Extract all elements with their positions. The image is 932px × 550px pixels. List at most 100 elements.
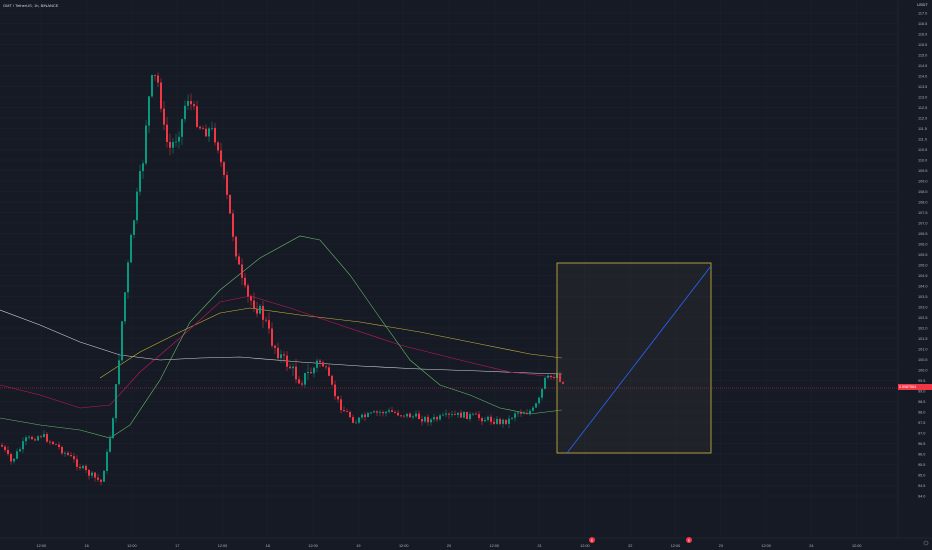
quote-currency-label[interactable]: USDT [917, 2, 928, 7]
candle [523, 410, 525, 415]
candle [319, 358, 321, 368]
candle [64, 450, 66, 457]
time-tick-label: 22 [628, 544, 632, 548]
candle [286, 351, 288, 372]
candle [445, 409, 447, 418]
current-price-value: 0.9987564 [899, 385, 916, 389]
svg-text:E: E [591, 538, 594, 542]
candle [511, 416, 513, 421]
candle [52, 441, 54, 446]
price-tick-label: 114.0 [918, 74, 927, 78]
price-tick-label: 107.0 [918, 221, 928, 225]
price-tick-label: 111.5 [918, 127, 927, 131]
price-tick-label: 108.0 [918, 200, 928, 204]
price-tick-label: 114.5 [918, 64, 927, 68]
candle [181, 118, 183, 146]
price-tick-label: 106.0 [918, 242, 928, 246]
candle [331, 374, 333, 387]
price-tick-label: 115.5 [918, 43, 927, 47]
candle [16, 448, 18, 460]
candle [346, 408, 348, 413]
candle [238, 253, 240, 265]
candle [211, 121, 213, 132]
candle [160, 78, 162, 113]
candle [442, 412, 444, 417]
candle [13, 458, 15, 464]
candle [349, 410, 351, 419]
candle [277, 342, 279, 361]
candle [322, 360, 324, 367]
candle [214, 122, 216, 146]
candle [100, 479, 102, 486]
candle [325, 364, 327, 370]
candle [412, 414, 414, 420]
event-marker-icon[interactable]: E [686, 537, 692, 543]
price-scale[interactable]: 117.0 116.5 116.0 115.5 115.0 114.5 114.0 113.5… [897, 0, 928, 538]
price-tick-label: 108.5 [918, 190, 928, 194]
candle [97, 473, 99, 483]
gear-icon[interactable] [923, 540, 929, 546]
candle [103, 469, 105, 482]
candle [502, 418, 504, 428]
candle [19, 447, 21, 453]
projection-tool[interactable] [556, 262, 712, 454]
candle [196, 100, 198, 129]
candle [208, 126, 210, 142]
candle [139, 164, 141, 196]
price-tick-label: 96.0 [918, 452, 925, 456]
price-tick-label: 105.5 [918, 253, 928, 257]
candle [310, 367, 312, 374]
candle [307, 363, 309, 380]
candle [406, 413, 408, 419]
candle [343, 406, 345, 412]
time-tick-label: 12:00 [127, 544, 137, 548]
candle [562, 381, 564, 385]
candle [187, 94, 189, 110]
candle [382, 410, 384, 417]
candle [337, 396, 339, 403]
candle [265, 316, 267, 323]
time-tick-label: 12:00 [308, 544, 318, 548]
candle [190, 93, 192, 111]
price-tick-label: 95.0 [918, 473, 925, 477]
candle [28, 435, 30, 440]
candle [142, 160, 144, 179]
candle [133, 219, 135, 239]
candle [112, 416, 114, 439]
candle [229, 194, 231, 214]
price-tick-label: 113.0 [918, 95, 927, 99]
candle [340, 395, 342, 414]
candle [499, 417, 501, 426]
candle [295, 358, 297, 384]
time-tick-label: 12:00 [761, 544, 771, 548]
projection-line[interactable] [566, 265, 712, 454]
time-scale[interactable]: 212:001612:001712:001812:001912:002012:0… [0, 537, 932, 548]
candle [280, 349, 282, 363]
current-price-tag: 0.9987564 [898, 384, 932, 390]
candle [364, 412, 366, 421]
candle [163, 101, 165, 131]
candle [454, 410, 456, 416]
candle [514, 411, 516, 422]
candle [358, 417, 360, 424]
candle [457, 412, 459, 419]
price-tick-label: 110.5 [918, 148, 927, 152]
event-marker-icon[interactable]: E [589, 537, 595, 543]
projection-box[interactable] [556, 262, 712, 454]
price-tick-label: 101.0 [918, 347, 928, 351]
candle [49, 440, 51, 445]
candle [145, 120, 147, 166]
candle [373, 410, 375, 413]
candle [544, 377, 546, 390]
candle [151, 74, 153, 98]
candle [118, 353, 120, 386]
time-tick-label: 12:00 [671, 544, 681, 548]
price-tick-label: 110.0 [918, 158, 927, 162]
ma-line-yellow [99, 307, 563, 379]
candle [223, 160, 225, 180]
candle [31, 435, 33, 440]
candle [250, 294, 252, 306]
candle [283, 351, 285, 363]
svg-text:E: E [688, 538, 691, 542]
